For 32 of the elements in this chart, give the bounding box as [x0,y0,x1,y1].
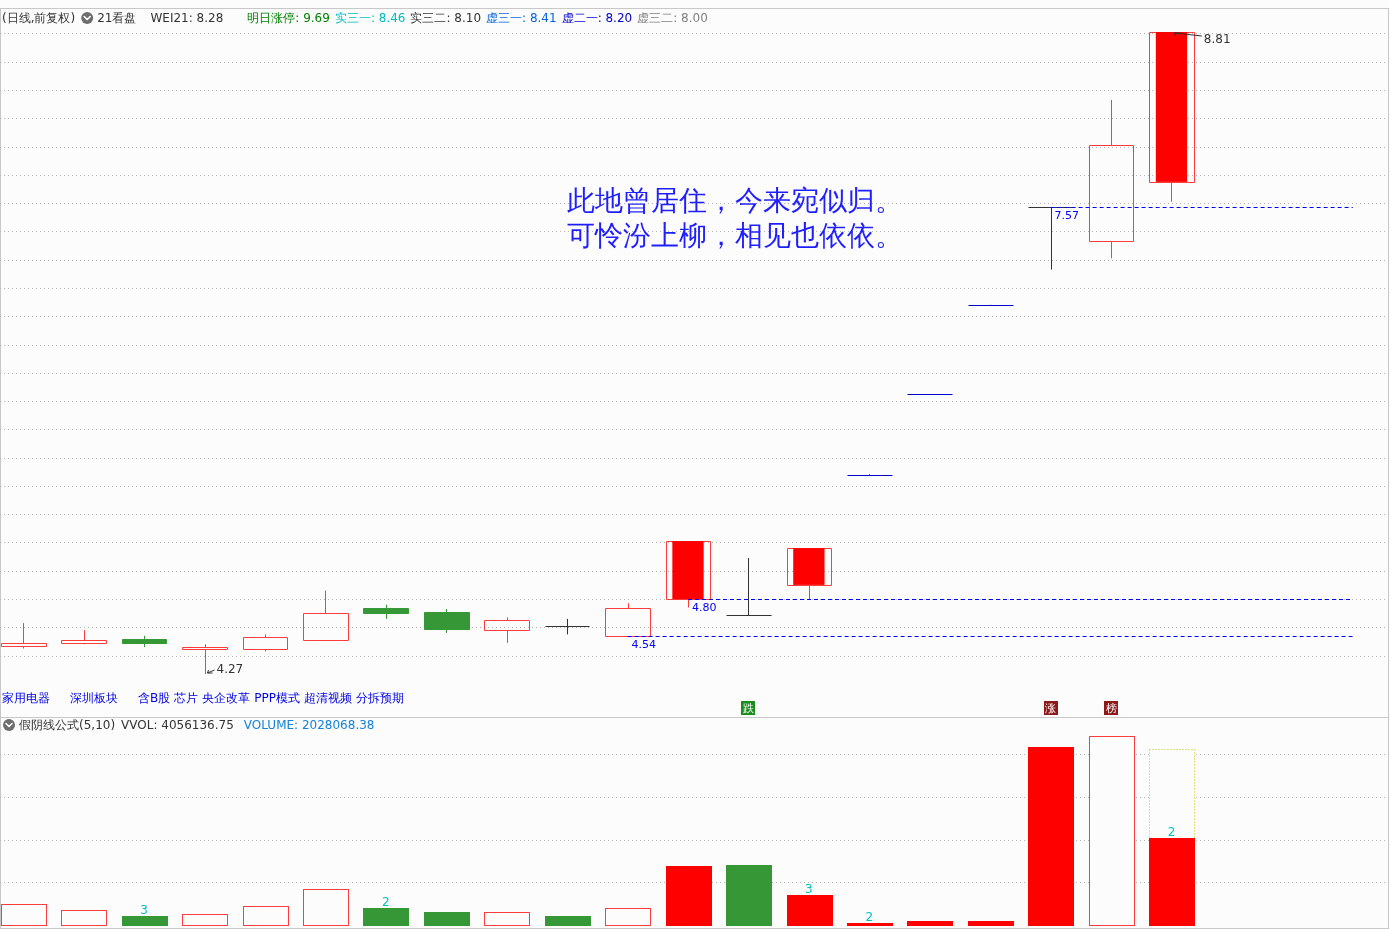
text: PPP模式 [254,691,300,705]
text: 分拆预期 [355,691,404,705]
title: 假阴线公式(5,10) [19,718,116,732]
title: (日线,前复权) [2,11,76,25]
annotation: 可怜汾上柳，相见也依依。 [567,219,903,252]
text: 央企改革 [202,691,251,705]
text: 21看盘 [97,11,137,25]
annotation: 2 [382,895,390,909]
annotation: 4.27 [216,662,244,676]
annotation: 3 [805,882,813,896]
text: 虚二一: 8.20 [561,11,633,25]
text: 虚三一: 8.41 [486,11,557,25]
text: 含B股 [138,691,171,705]
text: WEI21: 8.28 [150,11,224,25]
text: 虚三二: 8.00 [637,11,708,25]
annotation: 8.81 [1203,32,1231,46]
text: 超清视频 [303,691,352,705]
text: 深圳板块 [70,691,118,705]
annotation: 2 [865,910,874,924]
text: 明日涨停: 9.69 [247,11,330,25]
text: VVOL: 4056136.75 [121,718,234,732]
text: 实三一: 8.46 [334,11,406,25]
annotation: 3 [140,903,148,917]
text: 芯片 [173,691,199,705]
data-label: 7.57 [1054,209,1080,222]
data-label: 4.54 [631,638,657,651]
text: VOLUME: 2028068.38 [243,718,375,732]
text: 家用电器 [2,691,50,705]
annotation: 此地曾居住，今来宛似归。 [567,184,903,217]
data-label: 4.80 [692,601,717,614]
annotation: 2 [1167,825,1176,839]
text: 实三二: 8.10 [410,11,482,25]
